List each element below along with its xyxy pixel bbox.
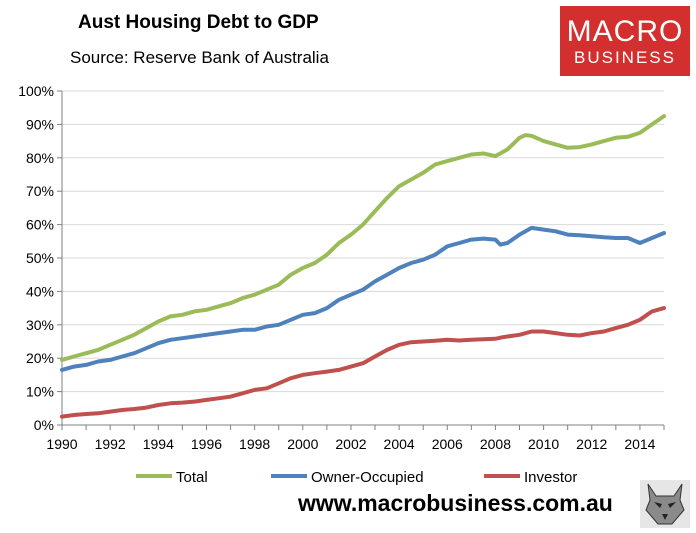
legend-label: Total [176,469,208,486]
series-line-owner-occupied [60,225,666,372]
y-tick-label: 0% [34,417,54,433]
x-tick-label: 2004 [384,436,415,452]
y-tick-label: 20% [26,350,54,366]
chart-title: Aust Housing Debt to GDP [78,12,319,33]
y-tick-label: 90% [26,116,54,132]
x-tick-label: 2010 [528,436,559,452]
series-line-investor [60,306,666,419]
x-tick-label: 1990 [46,436,77,452]
website-url: www.macrobusiness.com.au [298,490,613,516]
y-tick-label: 40% [26,283,54,299]
x-tick-label: 1992 [95,436,126,452]
logo-line-1: MACRO [566,15,684,48]
x-tick-label: 1998 [239,436,270,452]
y-tick-label: 10% [26,384,54,400]
macro-business-logo: MACRO BUSINESS [560,6,690,76]
y-tick-label: 100% [18,83,54,99]
legend-label: Investor [524,469,577,486]
x-tick-label: 2006 [432,436,463,452]
x-tick-label: 2014 [624,436,655,452]
y-tick-label: 80% [26,150,54,166]
series-lines [60,114,666,419]
y-tick-label: 60% [26,217,54,233]
x-tick-label: 2008 [480,436,511,452]
gridlines [62,90,664,426]
axes: 0% 10% 20% 30% 40% 50% 60% 70% 80% 90% 100% 1990 199… [18,83,665,452]
y-tick-label: 30% [26,317,54,333]
legend: Total Owner-Occupied Investor [136,469,577,486]
x-tick-label: 1996 [191,436,222,452]
x-tick-label: 2000 [287,436,318,452]
x-tick-label: 2002 [335,436,366,452]
series-line-total [60,114,666,362]
x-tick-label: 2012 [576,436,607,452]
legend-label: Owner-Occupied [311,469,424,486]
wolf-icon [640,480,690,528]
y-tick-label: 50% [26,250,54,266]
x-tick-label: 1994 [143,436,174,452]
logo-line-2: BUSINESS [574,48,676,67]
chart-subtitle: Source: Reserve Bank of Australia [70,48,329,67]
y-tick-label: 70% [26,183,54,199]
